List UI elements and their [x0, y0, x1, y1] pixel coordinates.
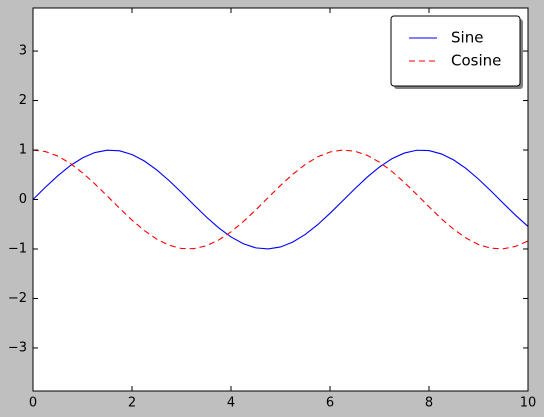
x-tick-label: 6	[326, 396, 334, 411]
x-tick-label: 0	[29, 396, 37, 411]
y-tick-label: 1	[19, 143, 27, 158]
y-tick-label: 0	[19, 192, 27, 207]
line-series	[32, 149, 529, 250]
y-tick-label: −1	[8, 241, 27, 256]
x-tick-label: 4	[227, 396, 235, 411]
y-tick-label: 2	[19, 93, 27, 108]
plot-frame	[32, 7, 529, 392]
x-tick-label: 10	[520, 396, 537, 411]
y-tick-label: −3	[8, 340, 27, 355]
legend: Sine Cosine	[390, 15, 523, 89]
legend-box	[390, 15, 521, 87]
x-tick-label: 8	[425, 396, 433, 411]
y-tick-label: −2	[8, 291, 27, 306]
legend-label: Cosine	[451, 52, 501, 70]
legend-label: Sine	[451, 29, 483, 47]
line-series	[32, 149, 529, 250]
x-tick-label: 2	[128, 396, 136, 411]
y-tick-label: 3	[19, 44, 27, 59]
